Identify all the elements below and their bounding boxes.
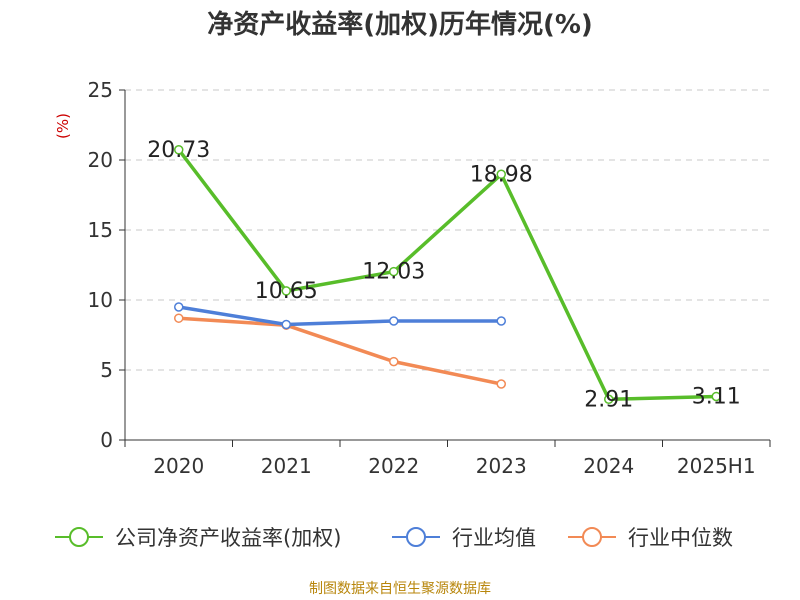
data-point [174,313,184,323]
data-points [174,145,721,405]
data-point [496,379,506,389]
data-point [389,266,399,277]
data-labels: 20.73 10.65 12.03 18.98 2.91 3.11 [147,138,740,412]
y-tick-label: 10 [88,288,113,312]
legend-label: 公司净资产收益率(加权) [115,526,341,550]
data-label: 3.11 [692,384,741,409]
grid-lines [125,89,770,371]
data-point [496,316,506,326]
data-point [604,394,614,405]
legend: 公司净资产收益率(加权) 行业均值 行业中位数 [55,526,733,550]
legend-label: 行业中位数 [628,526,733,550]
legend-label: 行业均值 [452,526,536,550]
legend-marker [406,527,426,547]
y-tick-label: 0 [100,428,113,452]
data-label: 10.65 [255,279,318,304]
source-note: 制图数据来自恒生聚源数据库 [309,581,491,597]
x-tick-label: 2021 [261,454,312,478]
data-point [711,391,721,402]
series-line [177,148,719,402]
x-tick-label: 2023 [476,454,527,478]
data-label: 18.98 [470,162,533,187]
data-label: 20.73 [147,138,210,163]
series-line [177,305,504,327]
data-point [389,356,399,367]
y-tick-label: 5 [100,358,113,382]
series-line [177,316,504,386]
data-point [389,316,399,326]
data-point [174,145,184,155]
data-label: 2.91 [584,387,633,412]
y-tick-label: 25 [88,78,113,102]
x-tick-label: 2024 [583,454,634,478]
legend-marker [69,527,89,547]
legend-marker [582,527,602,547]
chart-title: 净资产收益率(加权)历年情况(%) [207,10,593,40]
x-tick-label: 2025H1 [677,454,756,478]
axes: 0 5 10 15 20 25 2020 2021 2022 2023 2024 2025H1 (%) [54,78,771,478]
y-tick-label: 20 [88,148,113,172]
series-lines [177,148,719,402]
data-point [281,319,291,330]
data-point [281,286,291,296]
data-label: 12.03 [362,260,425,285]
x-tick-label: 2022 [368,454,419,478]
data-point [174,302,184,312]
data-point [496,169,506,180]
y-axis-label: (%) [54,113,72,139]
y-tick-label: 15 [88,218,113,242]
x-tick-label: 2020 [153,454,204,478]
